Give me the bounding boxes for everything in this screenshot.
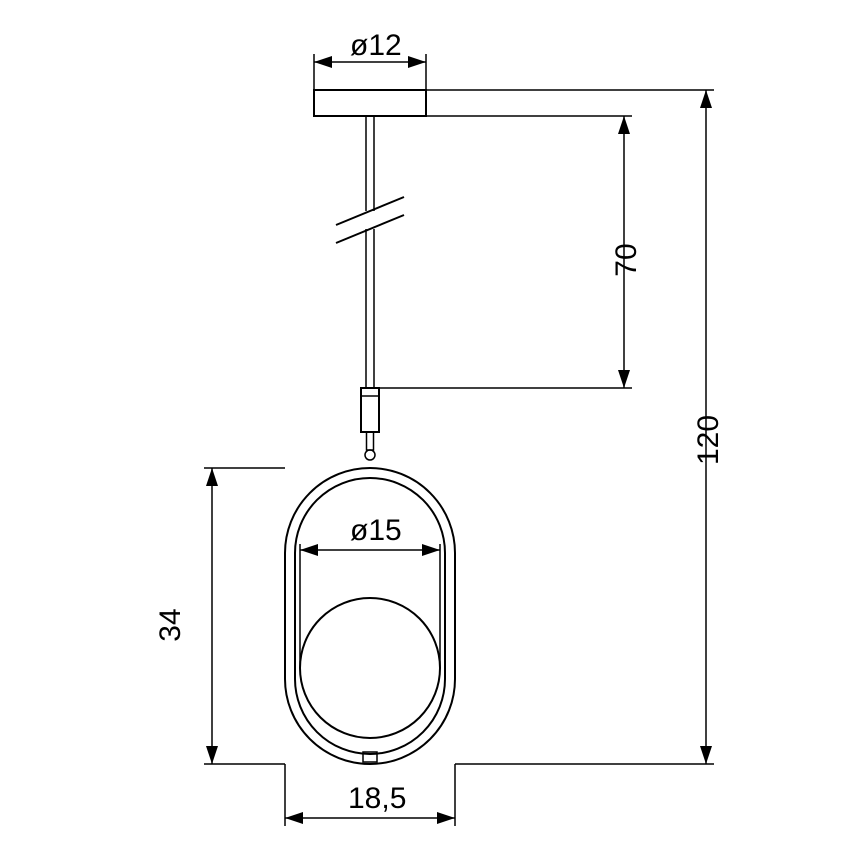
dim-d12-label: ø12 (350, 29, 402, 62)
dim-h120-label: 120 (692, 415, 725, 465)
background (0, 0, 868, 868)
dim-h70-label: 70 (610, 243, 643, 276)
dimension-drawing: ø12 ø15 18,5 34 70 120 (0, 0, 868, 868)
dim-d18_5-label: 18,5 (348, 782, 406, 815)
dim-d15-label: ø15 (350, 514, 402, 547)
dim-h34-label: 34 (154, 608, 187, 641)
